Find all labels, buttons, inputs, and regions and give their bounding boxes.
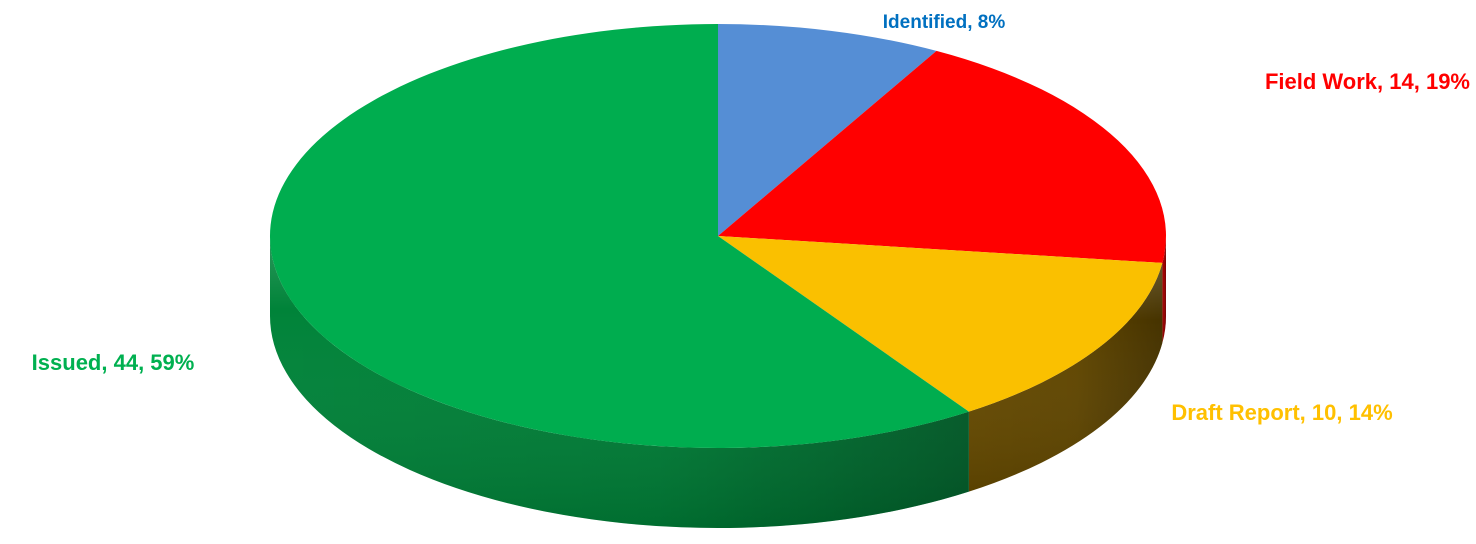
data-label-issued: Issued, 44, 59% [32,350,195,375]
pie-sides [270,236,1166,528]
pie-labels: Identified, 8% Field Work, 14, 19% Draft R… [32,12,1470,425]
pie-slice-field-work [718,50,1166,263]
data-label-field-work: Field Work, 14, 19% [1265,69,1470,94]
pie-slice-identified [718,23,937,236]
pie-tops [269,23,1166,449]
pie-slice-draft-report [718,236,1163,412]
data-label-draft-report: Draft Report, 10, 14% [1171,400,1392,425]
pie-side-highlight [270,236,969,528]
pie-side-highlight [1162,236,1166,343]
pie-slice-issued [269,23,969,449]
data-label-identified: Identified, 8% [883,12,1006,33]
pie-side-highlight [968,262,1163,492]
